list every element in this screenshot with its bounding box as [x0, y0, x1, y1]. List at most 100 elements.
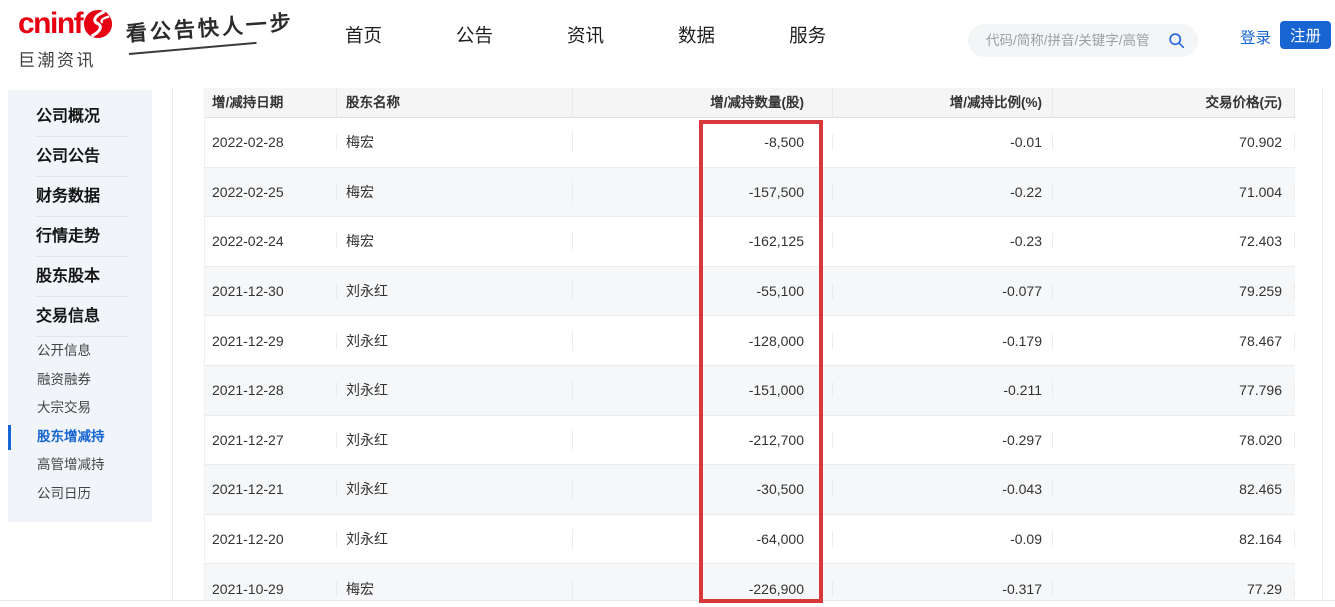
page-bottom-divider — [0, 600, 1335, 601]
table-row: 2021-12-29 刘永红 -128,000 -0.179 78.467 — [205, 316, 1295, 366]
cell-change-ratio: -0.01 — [833, 134, 1053, 151]
sidebar-subitem-executive-changes[interactable]: 高管增减持 — [37, 457, 105, 472]
sidebar-subitem-company-calendar[interactable]: 公司日历 — [37, 485, 91, 501]
sidebar-subitem-public-info[interactable]: 公开信息 — [37, 343, 91, 358]
cell-shareholder-name: 刘永红 — [337, 529, 573, 550]
cell-change-ratio: -0.179 — [833, 332, 1053, 349]
cell-shareholder-name: 刘永红 — [337, 479, 573, 500]
cell-change-ratio: -0.077 — [833, 283, 1053, 300]
cell-change-quantity: -30,500 — [573, 481, 833, 498]
table-body: 2022-02-28 梅宏 -8,500 -0.01 70.902 2022-02-25 梅… — [205, 118, 1295, 601]
cell-change-quantity: -128,000 — [573, 332, 833, 349]
search-input[interactable] — [968, 33, 1168, 48]
cell-trade-price: 77.796 — [1053, 382, 1295, 399]
sidebar-item-company-overview[interactable]: 公司概况 — [8, 97, 152, 137]
sidebar-subitem-margin-trading[interactable]: 融资融券 — [37, 371, 91, 387]
table-row: 2021-12-21 刘永红 -30,500 -0.043 82.465 — [205, 465, 1295, 515]
cell-change-date: 2021-12-20 — [205, 531, 337, 548]
sidebar-item-trading-info[interactable]: 交易信息 — [8, 297, 152, 337]
sidebar-item-company-announcements[interactable]: 公司公告 — [8, 137, 152, 177]
cell-trade-price: 70.902 — [1053, 134, 1295, 151]
sidebar-subitem-shareholder-changes[interactable]: 股东增减持 — [8, 423, 152, 452]
cell-change-date: 2021-10-29 — [205, 580, 337, 597]
column-header-shareholder-name: 股东名称 — [337, 88, 573, 117]
top-navbar: cninf 巨潮资讯 看公告快人一步 首页 公告 资讯 数据 服务 登录 注册 — [0, 0, 1335, 70]
cell-trade-price: 72.403 — [1053, 233, 1295, 250]
cell-change-ratio: -0.22 — [833, 183, 1053, 200]
cell-change-ratio: -0.043 — [833, 481, 1053, 498]
nav-item-announcements[interactable]: 公告 — [456, 25, 494, 46]
table-header-row: 增/减持日期 股东名称 增/减持数量(股) 增/减持比例(%) 交易价格(元) — [205, 88, 1295, 118]
cell-change-date: 2021-12-29 — [205, 332, 337, 349]
cell-shareholder-name: 刘永红 — [337, 330, 573, 351]
column-header-change-quantity: 增/减持数量(股) — [573, 88, 833, 117]
cell-change-quantity: -8,500 — [573, 134, 833, 151]
table-row: 2021-12-20 刘永红 -64,000 -0.09 82.164 — [205, 515, 1295, 565]
main-nav: 首页 公告 资讯 数据 服务 — [345, 0, 826, 70]
cell-change-ratio: -0.09 — [833, 531, 1053, 548]
cell-change-ratio: -0.23 — [833, 233, 1053, 250]
cell-trade-price: 71.004 — [1053, 183, 1295, 200]
sidebar-item-shareholders-equity[interactable]: 股东股本 — [8, 257, 152, 297]
nav-item-news[interactable]: 资讯 — [567, 25, 605, 46]
shareholder-changes-table: 增/减持日期 股东名称 增/减持数量(股) 增/减持比例(%) 交易价格(元) 2022… — [204, 88, 1295, 601]
cell-change-date: 2021-12-30 — [205, 283, 337, 300]
cell-trade-price: 79.259 — [1053, 283, 1295, 300]
cell-trade-price: 82.465 — [1053, 481, 1295, 498]
table-row: 2021-12-27 刘永红 -212,700 -0.297 78.020 — [205, 416, 1295, 466]
table-row: 2021-12-30 刘永红 -55,100 -0.077 79.259 — [205, 266, 1295, 317]
cell-change-quantity: -55,100 — [573, 283, 833, 300]
search-icon[interactable] — [1168, 32, 1185, 49]
cell-change-quantity: -212,700 — [573, 431, 833, 448]
table-row: 2022-02-25 梅宏 -157,500 -0.22 71.004 — [205, 167, 1295, 218]
table-row: 2021-12-28 刘永红 -151,000 -0.211 77.796 — [205, 365, 1295, 416]
cell-change-ratio: -0.211 — [833, 382, 1053, 399]
cell-change-quantity: -162,125 — [573, 233, 833, 250]
login-button[interactable]: 登录 — [1240, 30, 1272, 47]
search-box[interactable] — [968, 24, 1198, 57]
site-logo[interactable]: cninf 巨潮资讯 — [18, 9, 113, 71]
nav-item-data[interactable]: 数据 — [678, 25, 716, 46]
cell-change-quantity: -157,500 — [573, 183, 833, 200]
cell-trade-price: 78.020 — [1053, 431, 1295, 448]
logo-wordmark: cninf — [18, 7, 84, 40]
cell-change-quantity: -64,000 — [573, 531, 833, 548]
cell-trade-price: 78.467 — [1053, 332, 1295, 349]
column-header-change-date: 增/减持日期 — [205, 88, 337, 117]
nav-item-services[interactable]: 服务 — [789, 25, 827, 46]
cell-change-quantity: -151,000 — [573, 382, 833, 399]
cell-change-date: 2022-02-24 — [205, 233, 337, 250]
logo-subtext: 巨潮资讯 — [18, 51, 96, 70]
cell-change-date: 2021-12-27 — [205, 431, 337, 448]
sidebar-subitem-block-trades[interactable]: 大宗交易 — [37, 400, 91, 415]
column-header-change-ratio: 增/减持比例(%) — [833, 88, 1053, 117]
cell-shareholder-name: 刘永红 — [337, 380, 573, 401]
sidebar-divider-line — [172, 88, 173, 601]
right-edge-line — [1322, 88, 1323, 601]
cell-change-ratio: -0.297 — [833, 431, 1053, 448]
cell-change-ratio: -0.317 — [833, 580, 1053, 597]
nav-item-home[interactable]: 首页 — [345, 25, 383, 46]
table-row: 2022-02-24 梅宏 -162,125 -0.23 72.403 — [205, 217, 1295, 267]
column-header-trade-price: 交易价格(元) — [1053, 88, 1295, 117]
lightning-bolt-icon — [83, 9, 113, 44]
register-button[interactable]: 注册 — [1280, 21, 1332, 49]
cell-change-date: 2022-02-25 — [205, 183, 337, 200]
sidebar-item-financial-data[interactable]: 财务数据 — [8, 177, 152, 217]
sidebar: 公司概况 公司公告 财务数据 行情走势 股东股本 交易信息公开信息融资融券大宗交易股东增减… — [8, 90, 152, 522]
cell-trade-price: 77.29 — [1053, 580, 1295, 597]
cell-shareholder-name: 梅宏 — [337, 181, 573, 202]
cell-change-date: 2022-02-28 — [205, 134, 337, 151]
slogan-text: 看公告快人一步 — [125, 9, 295, 46]
table-row: 2021-10-29 梅宏 -226,900 -0.317 77.29 — [205, 564, 1295, 601]
cell-change-date: 2021-12-21 — [205, 481, 337, 498]
cell-shareholder-name: 梅宏 — [337, 132, 573, 153]
cell-shareholder-name: 刘永红 — [337, 429, 573, 450]
cell-shareholder-name: 梅宏 — [337, 231, 573, 252]
cell-trade-price: 82.164 — [1053, 531, 1295, 548]
cell-shareholder-name: 梅宏 — [337, 578, 573, 599]
cell-change-date: 2021-12-28 — [205, 382, 337, 399]
sidebar-item-market-trends[interactable]: 行情走势 — [8, 217, 152, 257]
cell-shareholder-name: 刘永红 — [337, 281, 573, 302]
cell-change-quantity: -226,900 — [573, 580, 833, 597]
